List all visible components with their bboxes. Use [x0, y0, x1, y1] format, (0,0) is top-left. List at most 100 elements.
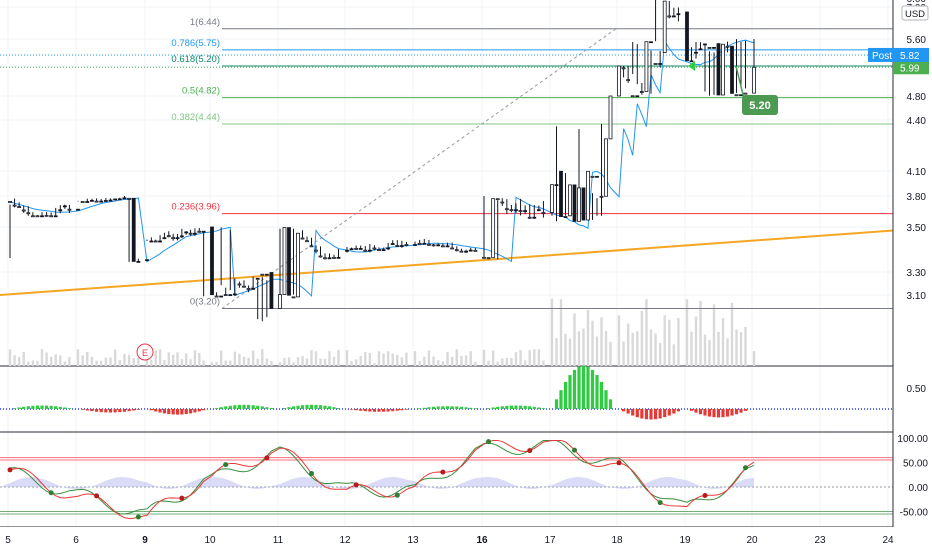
candle-body [739, 94, 743, 97]
macd-hist-bar [269, 408, 274, 409]
candle-body [336, 256, 341, 259]
candle-body [8, 200, 12, 203]
price-tick-label: 3.30 [907, 268, 927, 279]
volume-bar [703, 334, 707, 366]
price-callout-label: 5.20 [749, 100, 770, 112]
macd-hist-bar [118, 409, 122, 413]
volume-bar [283, 358, 286, 366]
trendline-support[interactable] [0, 229, 894, 296]
time-axis-bg [0, 527, 932, 550]
earnings-marker[interactable] [136, 343, 154, 361]
candle-body [12, 204, 17, 207]
candle-body [49, 215, 54, 218]
fib-label: 0.5(4.82) [182, 86, 220, 97]
candle-body [251, 287, 256, 290]
volume-bar [595, 336, 599, 366]
candle-body [76, 208, 80, 211]
candle-body [122, 197, 127, 200]
macd-hist-bar [739, 409, 743, 413]
time-tick-label: 18 [611, 535, 623, 546]
volume-bar [501, 358, 504, 366]
macd-hist-bar [689, 409, 694, 411]
macd-hist-bar [318, 405, 323, 409]
candle-body [590, 175, 595, 178]
volume-bar [391, 353, 394, 366]
macd-hist-bar [459, 406, 464, 409]
candle-body [171, 237, 176, 240]
macd-pane[interactable] [0, 365, 893, 420]
macd-hist-bar [658, 409, 662, 419]
volume-bar [636, 331, 639, 366]
candle-body [108, 199, 113, 202]
candle-body [468, 249, 473, 252]
price-axis[interactable]: 7.006.506.005.605.204.804.404.103.803.50… [868, 0, 932, 527]
candle-body [491, 198, 496, 259]
volume-bar [649, 329, 653, 366]
time-tick-label: 12 [339, 535, 351, 546]
macd-hist-bar [450, 406, 454, 409]
volume-bar [36, 360, 39, 366]
volume-bar [198, 352, 201, 366]
candle-body [136, 261, 141, 263]
time-axis[interactable]: 5 6 9 10 11 12 13 16 17 18 19 20 23 24 [0, 527, 932, 550]
candle-body [514, 209, 518, 212]
stoch-cross-dot [179, 495, 185, 501]
volume-bar [474, 361, 477, 366]
candle-body [712, 46, 716, 49]
candle-body [278, 294, 282, 309]
macd-hist-bar [635, 409, 639, 418]
currency-label: USD [905, 9, 925, 20]
macd-hist-bar [81, 409, 85, 410]
candle-body [581, 187, 586, 221]
post-price-tag[interactable] [868, 47, 929, 62]
volume-bar [350, 361, 353, 366]
volume-bar [332, 356, 336, 366]
volume-bar [604, 331, 608, 366]
candle-body [730, 45, 734, 94]
macd-hist-bar [422, 407, 426, 409]
currency-badge[interactable] [901, 5, 929, 21]
macd-hist-bar [54, 406, 58, 409]
macd-hist-bar [265, 407, 269, 409]
stoch-cross-dot [657, 500, 663, 506]
macd-hist-bar [431, 406, 436, 409]
volume-bar [514, 352, 518, 366]
candle-body [26, 212, 31, 215]
macd-hist-bar [532, 406, 536, 409]
macd-hist-bar [496, 406, 500, 409]
last-price-tag [893, 60, 929, 75]
candle-body [323, 257, 327, 260]
macd-hist-bar [122, 409, 127, 412]
volume-bar [323, 358, 327, 366]
candle-body [188, 232, 193, 235]
candle-body [608, 95, 613, 140]
candle-body [577, 187, 581, 222]
candle-body [358, 248, 363, 250]
trendlines[interactable] [0, 54, 894, 296]
volume-bar [189, 359, 192, 366]
macd-hist-bar [246, 404, 251, 409]
volume-bar [13, 355, 16, 366]
volume-bar [721, 318, 725, 366]
volume-bar [176, 352, 179, 366]
candle-body [296, 232, 300, 298]
stochastic-pane[interactable] [0, 439, 893, 520]
candle-body [689, 60, 694, 63]
annotations[interactable]: 5.20 E [136, 61, 778, 361]
volume-bar [364, 351, 367, 366]
candle-body [381, 249, 386, 252]
stoch-tick-label: 50.00 [903, 459, 928, 470]
volume-bar [238, 353, 241, 366]
macd-hist-bar [132, 409, 136, 411]
price-callout-box[interactable] [742, 95, 778, 115]
volume-bar [654, 333, 657, 366]
candlesticks[interactable] [8, 0, 756, 322]
price-tick-label: 6.00 [907, 0, 927, 5]
candle-body [193, 232, 197, 235]
volume-bar [292, 362, 295, 366]
stoch-tick-label: -50.00 [900, 508, 929, 519]
candle-body [117, 198, 122, 201]
macd-hist-bar [644, 409, 649, 420]
